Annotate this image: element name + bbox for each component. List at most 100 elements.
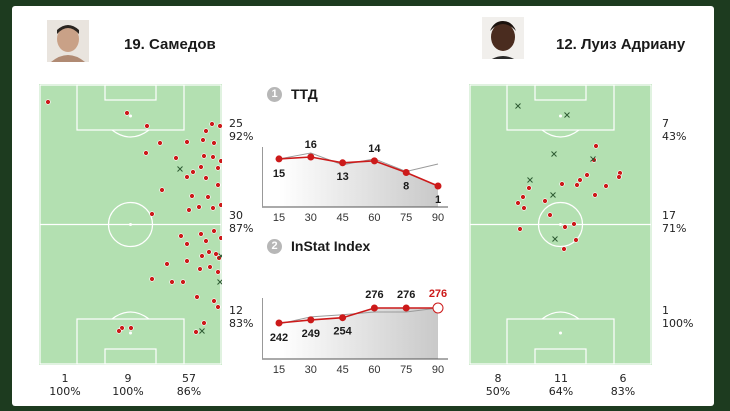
right-zone-mid-count: 17 [662, 209, 676, 222]
right-action-dot [584, 172, 590, 178]
right-action-dot [573, 237, 579, 243]
left-action-dot [200, 137, 206, 143]
right-lost-ball-cross [550, 192, 556, 198]
ttd-tick-label: 15 [273, 212, 285, 224]
left-zone-bottom-count: 12 [229, 304, 243, 317]
instat-tick-label: 60 [368, 364, 380, 376]
ttd-data-label: 15 [273, 168, 285, 180]
left-action-dot [143, 150, 149, 156]
left-action-dot [173, 155, 179, 161]
instat-tick-label: 90 [432, 364, 444, 376]
right-action-dot [562, 224, 568, 230]
left-action-dot [45, 99, 51, 105]
right-lost-ball-cross [515, 103, 521, 109]
ttd-data-point [402, 168, 410, 176]
right-lost-ball-cross [564, 112, 570, 118]
left-action-dot [159, 187, 165, 193]
ttd-data-point [339, 159, 347, 167]
left-action-dot [198, 164, 204, 170]
ttd-chart: 15 16 13 14 8 1 15 30 45 60 75 90 [262, 139, 448, 224]
right-lane-left-stat: 8 50% [478, 372, 518, 398]
left-lane-right-count: 57 [182, 372, 196, 385]
left-action-dot [196, 204, 202, 210]
instat-tick-label: 45 [336, 364, 348, 376]
ttd-series-line [278, 156, 439, 187]
ttd-data-label: 13 [336, 171, 348, 183]
ttd-tick-label: 30 [305, 212, 317, 224]
right-lane-left-count: 8 [494, 372, 502, 385]
left-lane-center-pct: 100% [112, 385, 144, 398]
ttd-tick-label: 90 [432, 212, 444, 224]
left-lane-right-pct: 86% [176, 385, 202, 398]
right-action-dot [559, 181, 565, 187]
left-action-dot [211, 228, 217, 234]
left-lane-center-count: 9 [124, 372, 132, 385]
left-zone-bottom-stat: 12 83% [229, 304, 253, 330]
instat-section-title: InStat Index [291, 238, 371, 254]
right-zone-bottom-count: 1 [662, 304, 669, 317]
left-action-dot [199, 253, 205, 259]
left-action-dot [203, 175, 209, 181]
left-action-dot [207, 264, 213, 270]
instat-data-label: 249 [302, 328, 320, 340]
right-zone-top-pct: 43% [662, 130, 687, 143]
left-action-dot [169, 279, 175, 285]
left-zone-bottom-pct: 83% [229, 317, 254, 330]
left-zone-top-count: 25 [229, 117, 243, 130]
right-lost-ball-cross [551, 151, 557, 157]
left-action-dot [197, 266, 203, 272]
right-action-dot [592, 192, 598, 198]
left-action-dot [116, 328, 122, 334]
left-action-dot [184, 139, 190, 145]
right-action-dot [593, 143, 599, 149]
left-zone-top-pct: 92% [229, 130, 254, 143]
left-action-dot [144, 123, 150, 129]
ttd-tick-label: 45 [336, 212, 348, 224]
right-lane-right-pct: 83% [610, 385, 636, 398]
right-action-dot [542, 198, 548, 204]
right-lost-ball-cross [590, 156, 596, 162]
right-zone-mid-pct: 71% [662, 222, 687, 235]
left-zone-mid-stat: 30 87% [229, 209, 253, 235]
left-action-dot [209, 121, 215, 127]
left-action-dot [194, 294, 200, 300]
right-zone-bottom-stat: 1 100% [662, 304, 693, 330]
left-action-dot [211, 140, 217, 146]
left-action-dot [190, 169, 196, 175]
left-action-dot [215, 182, 221, 188]
right-action-dot [577, 177, 583, 183]
right-zone-top-count: 7 [662, 117, 669, 130]
right-zone-top-stat: 7 43% [662, 117, 686, 143]
left-zone-mid-pct: 87% [229, 222, 254, 235]
ttd-data-point [370, 157, 378, 165]
instat-data-label: 254 [333, 326, 352, 338]
right-action-dot [547, 212, 553, 218]
ttd-tick-label: 75 [400, 212, 412, 224]
left-player-avatar [47, 20, 89, 62]
instat-tick-label: 30 [305, 364, 317, 376]
left-action-dot [203, 238, 209, 244]
left-action-dot [218, 202, 224, 208]
right-lane-left-pct: 50% [485, 385, 511, 398]
ttd-data-label: 1 [435, 194, 441, 206]
instat-data-point [432, 302, 444, 314]
left-action-dot [184, 174, 190, 180]
left-action-dot [218, 158, 224, 164]
left-zone-top-stat: 25 92% [229, 117, 253, 143]
left-action-dot [157, 140, 163, 146]
right-zone-mid-stat: 17 71% [662, 209, 686, 235]
instat-data-point [339, 314, 347, 322]
left-action-dot [180, 279, 186, 285]
left-player-title: 19. Самедов [124, 36, 216, 53]
left-action-dot [149, 276, 155, 282]
instat-data-point [307, 316, 315, 324]
right-lost-ball-cross [552, 236, 558, 242]
right-action-dot [616, 174, 622, 180]
left-action-dot [215, 269, 221, 275]
instat-data-label: 242 [270, 332, 288, 344]
left-zone-mid-count: 30 [229, 209, 243, 222]
left-pitch [39, 84, 224, 370]
left-action-dot [218, 235, 224, 241]
ttd-data-label: 8 [403, 180, 409, 192]
left-action-dot [193, 329, 199, 335]
